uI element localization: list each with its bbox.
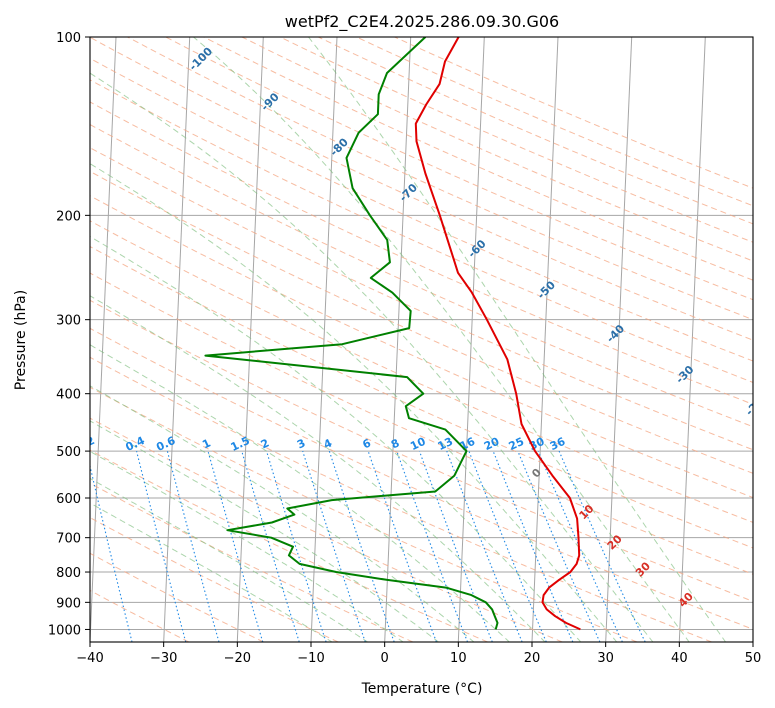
- mixing-ratio-label: 20: [482, 435, 502, 453]
- y-tick-label: 800: [56, 566, 81, 581]
- moist-adiabat-line: [90, 502, 333, 642]
- dry-adiabat-line: [90, 589, 190, 642]
- mixing-ratio-line: [468, 450, 547, 642]
- mixing-ratio-line: [396, 450, 469, 642]
- isotherm-line: [310, 37, 338, 642]
- dry-adiabat-line: [90, 417, 563, 642]
- background-lines: [90, 37, 753, 642]
- dry-adiabat-line: [90, 482, 414, 642]
- mixing-ratio-label: 25: [507, 435, 526, 453]
- moist-adiabat-line: [90, 477, 369, 642]
- mixing-ratio-line: [302, 450, 366, 642]
- x-tick-label: 10: [450, 651, 467, 666]
- mixing-ratio-label: 30: [527, 435, 547, 453]
- moist-adiabat-line: [90, 450, 404, 642]
- dry-adiabat-line: [90, 147, 753, 451]
- dry-adiabat-line: [90, 356, 712, 642]
- isotherm-line: [236, 37, 264, 642]
- y-tick-label: 400: [56, 388, 81, 403]
- chart-title: wetPf2_C2E4.2025.286.09.30.G06: [285, 12, 559, 32]
- x-axis-label: Temperature (°C): [361, 681, 483, 697]
- y-tick-label: 300: [56, 314, 81, 329]
- isotherm-line: [678, 37, 706, 642]
- dry-adiabat-line: [127, 37, 753, 321]
- y-tick-label: 700: [56, 532, 81, 547]
- mixing-ratio-line: [446, 450, 523, 642]
- isotherm-line: [384, 37, 412, 642]
- y-tick-label: 900: [56, 596, 81, 611]
- dry-adiabat-line: [90, 124, 753, 428]
- plot-frame: [89, 36, 754, 643]
- dry-adiabat-line: [90, 552, 264, 642]
- mixing-ratio-line: [517, 450, 601, 642]
- dry-adiabat-line: [90, 386, 638, 642]
- x-tick-label: −30: [150, 651, 177, 666]
- mixing-ratio-line: [166, 450, 220, 642]
- x-tick-label: 20: [524, 651, 541, 666]
- mixing-ratio-label: 10: [408, 435, 428, 453]
- isotherm-line: [531, 37, 559, 642]
- mixing-ratio-label: 36: [548, 435, 568, 453]
- dry-adiabat-line: [90, 195, 753, 499]
- mixing-ratio-line: [241, 450, 300, 642]
- x-tick-label: −20: [224, 651, 251, 666]
- y-tick-label: 100: [56, 31, 81, 46]
- moist-adiabat-line: [90, 235, 582, 642]
- mixing-ratio-label: 0.2: [74, 434, 97, 454]
- moist-adiabat-line: [90, 344, 511, 642]
- x-tick-label: 40: [671, 651, 688, 666]
- mixing-ratio-line: [265, 450, 327, 642]
- moist-adiabat-line: [90, 385, 475, 642]
- moist-adiabat-line: [308, 37, 727, 642]
- dry-adiabat-line: [165, 37, 753, 301]
- temperature-profile-line: [414, 37, 581, 631]
- y-tick-label: 500: [56, 445, 81, 460]
- y-axis-label: Pressure (hPa): [13, 290, 29, 390]
- profiles: [204, 37, 581, 631]
- x-tick-label: 50: [745, 651, 762, 666]
- dry-adiabat-line: [90, 57, 753, 362]
- mixing-ratio-line: [367, 450, 437, 642]
- axes: −40 −30 −20 −10 0 10 20 30 40 50 100 200 300 400 500 60…: [48, 31, 761, 666]
- isotherm-line: [457, 37, 485, 642]
- moist-adiabat-line: [90, 420, 440, 642]
- moist-adiabat-line: [193, 37, 690, 642]
- mixing-ratio-line: [136, 450, 187, 642]
- y-tick-label: 600: [56, 492, 81, 507]
- dewpoint-profile-line: [204, 37, 499, 630]
- mixing-ratio-line: [90, 463, 133, 642]
- isotherm-line: [90, 37, 117, 642]
- dry-adiabat-label: -20: [743, 395, 766, 418]
- mixing-ratio-line: [418, 450, 493, 642]
- y-tick-label: 200: [56, 209, 81, 224]
- dry-adiabat-line: [90, 449, 488, 642]
- mixing-ratio-label: 13: [436, 435, 455, 453]
- x-tick-label: 30: [597, 651, 614, 666]
- dry-adiabat-line: [90, 79, 753, 383]
- mixing-ratio-line: [492, 450, 574, 642]
- mixing-ratio-line: [328, 450, 395, 642]
- x-tick-label: −10: [297, 651, 324, 666]
- dry-adiabat-line: [90, 327, 753, 630]
- x-tick-label: −40: [76, 651, 103, 666]
- x-tick-label: 0: [381, 651, 389, 666]
- mixing-ratio-line: [207, 450, 264, 642]
- dry-adiabat-line: [90, 220, 753, 523]
- y-tick-label: 1000: [48, 623, 81, 638]
- moist-adiabat-line: [90, 72, 654, 642]
